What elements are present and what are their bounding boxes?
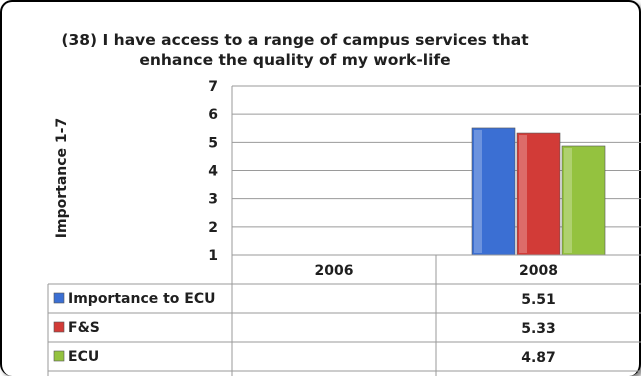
data-table: 2006 2008 Importance to ECU 5.51 F&S 5.33 ECU 4… [47, 254, 641, 376]
bar-ecu-2008 [561, 145, 606, 256]
data-value: 5.51 [521, 292, 556, 308]
category-label-2006: 2006 [315, 263, 354, 279]
data-value: 5.33 [521, 321, 556, 337]
category-label-2008: 2008 [519, 263, 558, 279]
y-tick-label: 7 [208, 79, 218, 95]
y-tick-label: 6 [208, 107, 218, 123]
legend-swatch-importance-to-ecu [53, 292, 65, 304]
legend-swatch-ecu [53, 350, 65, 362]
bar-highlight [474, 129, 482, 253]
bar-highlight [519, 135, 527, 253]
y-ticks: 1 2 3 4 5 6 7 [208, 79, 218, 264]
y-tick-label: 3 [208, 192, 218, 208]
data-value: 4.87 [521, 350, 556, 366]
legend-label: ECU [68, 349, 99, 365]
y-tick-label: 4 [208, 164, 218, 180]
chart-title: (38) I have access to a range of campus … [61, 31, 529, 69]
legend-swatch-f-s [53, 321, 65, 333]
y-tick-label: 5 [208, 135, 218, 151]
y-tick-label: 2 [208, 220, 218, 236]
legend-label: F&S [68, 320, 100, 336]
bars [471, 127, 606, 256]
y-tick-label: 1 [208, 248, 218, 264]
legend-label: Importance to ECU [68, 291, 216, 307]
bar-highlight [564, 147, 572, 253]
bar-importance-to-ecu-2008 [471, 127, 516, 256]
